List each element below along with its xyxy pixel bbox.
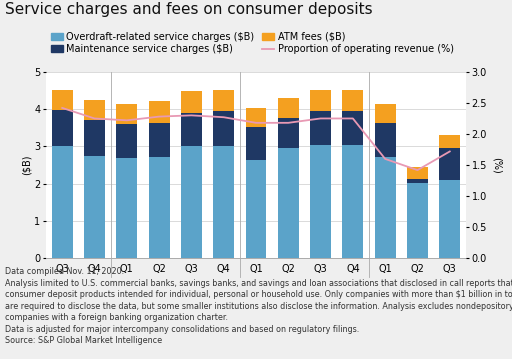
Bar <box>246 108 266 127</box>
Y-axis label: ($B): ($B) <box>22 155 32 176</box>
Bar <box>148 101 169 122</box>
Bar <box>181 113 202 146</box>
Bar <box>439 148 460 180</box>
Bar <box>439 180 460 258</box>
Bar <box>375 104 396 123</box>
Bar <box>310 111 331 145</box>
Bar <box>116 158 137 258</box>
Bar <box>84 100 105 120</box>
Bar <box>278 118 299 148</box>
Bar <box>84 156 105 258</box>
Bar <box>246 127 266 159</box>
Bar <box>343 111 364 145</box>
Text: Data compiled Nov. 11, 2020.
Analysis limited to U.S. commercial banks, savings : Data compiled Nov. 11, 2020. Analysis li… <box>5 267 512 345</box>
Bar <box>246 159 266 258</box>
Bar <box>148 122 169 157</box>
Bar <box>343 145 364 258</box>
Bar <box>52 110 73 146</box>
Bar <box>148 157 169 258</box>
Legend: Overdraft-related service charges ($B), Maintenance service charges ($B), ATM fe: Overdraft-related service charges ($B), … <box>51 32 454 54</box>
Bar <box>310 145 331 258</box>
Y-axis label: (%): (%) <box>491 157 501 173</box>
Bar <box>52 146 73 258</box>
Bar <box>116 103 137 124</box>
Bar <box>278 148 299 258</box>
Bar <box>116 124 137 158</box>
Bar <box>407 183 428 258</box>
Bar <box>52 90 73 110</box>
Bar <box>278 98 299 118</box>
Bar <box>213 90 234 111</box>
Bar <box>439 135 460 148</box>
Bar <box>181 146 202 258</box>
Bar <box>375 157 396 258</box>
Bar <box>407 167 428 178</box>
Bar <box>181 91 202 113</box>
Bar <box>310 90 331 111</box>
Bar <box>343 90 364 111</box>
Bar <box>213 111 234 146</box>
Bar <box>375 123 396 157</box>
Bar <box>407 178 428 183</box>
Text: Service charges and fees on consumer deposits: Service charges and fees on consumer dep… <box>5 2 373 17</box>
Bar <box>213 146 234 258</box>
Bar <box>84 120 105 156</box>
